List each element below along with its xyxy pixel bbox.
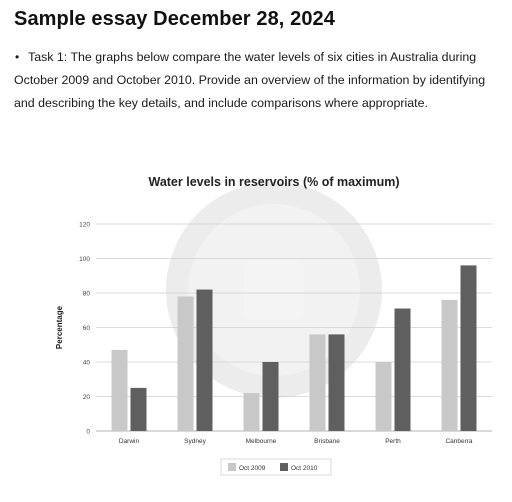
legend-swatch bbox=[280, 463, 288, 471]
bar bbox=[196, 289, 213, 431]
page-title: Sample essay December 28, 2024 bbox=[14, 8, 335, 30]
task-line-1: • Task 1: The graphs below compare the w… bbox=[14, 46, 502, 69]
chart-title: Water levels in reservoirs (% of maximum… bbox=[148, 175, 399, 189]
y-axis-ticks: 0 20 40 60 80 100 120 bbox=[79, 222, 90, 436]
task-line-2: October 2009 and October 2010. Provide a… bbox=[14, 73, 486, 87]
legend-label: Oct 2009 bbox=[239, 465, 266, 472]
x-tick-label: Sydney bbox=[184, 438, 206, 445]
bar bbox=[309, 334, 326, 431]
bullet-icon: • bbox=[15, 50, 20, 64]
x-tick-label: Melbourne bbox=[246, 438, 277, 445]
y-tick-label: 80 bbox=[83, 291, 91, 298]
y-tick-label: 120 bbox=[79, 222, 90, 229]
y-tick-label: 20 bbox=[83, 394, 91, 401]
task-line-3: and describing the key details, and incl… bbox=[14, 96, 428, 110]
grid-lines bbox=[96, 223, 492, 432]
task-line-1-text: Task 1: The graphs below compare the wat… bbox=[28, 50, 477, 64]
bar bbox=[177, 296, 194, 431]
bar bbox=[111, 349, 128, 431]
bar-chart: Water levels in reservoirs (% of maximum… bbox=[55, 175, 492, 476]
task-description: • Task 1: The graphs below compare the w… bbox=[14, 46, 502, 115]
bar bbox=[441, 299, 458, 431]
bar bbox=[243, 393, 260, 431]
bar bbox=[262, 362, 279, 431]
x-tick-label: Perth bbox=[385, 438, 401, 445]
y-tick-label: 0 bbox=[86, 429, 90, 436]
watermark bbox=[166, 182, 382, 398]
x-axis-ticks: Darwin Sydney Melbourne Brisbane Perth Canber… bbox=[119, 438, 473, 445]
bars bbox=[111, 265, 477, 431]
bar bbox=[375, 362, 392, 431]
bar bbox=[460, 265, 477, 431]
y-tick-label: 40 bbox=[83, 360, 91, 367]
legend-label: Oct 2010 bbox=[291, 465, 318, 472]
x-tick-label: Canberra bbox=[445, 438, 472, 445]
x-tick-label: Darwin bbox=[119, 438, 140, 445]
y-tick-label: 100 bbox=[79, 256, 90, 263]
bar bbox=[394, 308, 411, 431]
bar bbox=[130, 387, 147, 431]
bar bbox=[328, 334, 345, 431]
y-tick-label: 60 bbox=[83, 325, 91, 332]
legend-box bbox=[220, 458, 332, 476]
chart-container: Water levels in reservoirs (% of maximum… bbox=[40, 158, 500, 488]
legend: Oct 2009 Oct 2010 bbox=[220, 458, 332, 476]
x-tick-label: Brisbane bbox=[314, 438, 340, 445]
legend-swatch bbox=[228, 463, 236, 471]
y-axis-label: Percentage bbox=[55, 305, 64, 349]
